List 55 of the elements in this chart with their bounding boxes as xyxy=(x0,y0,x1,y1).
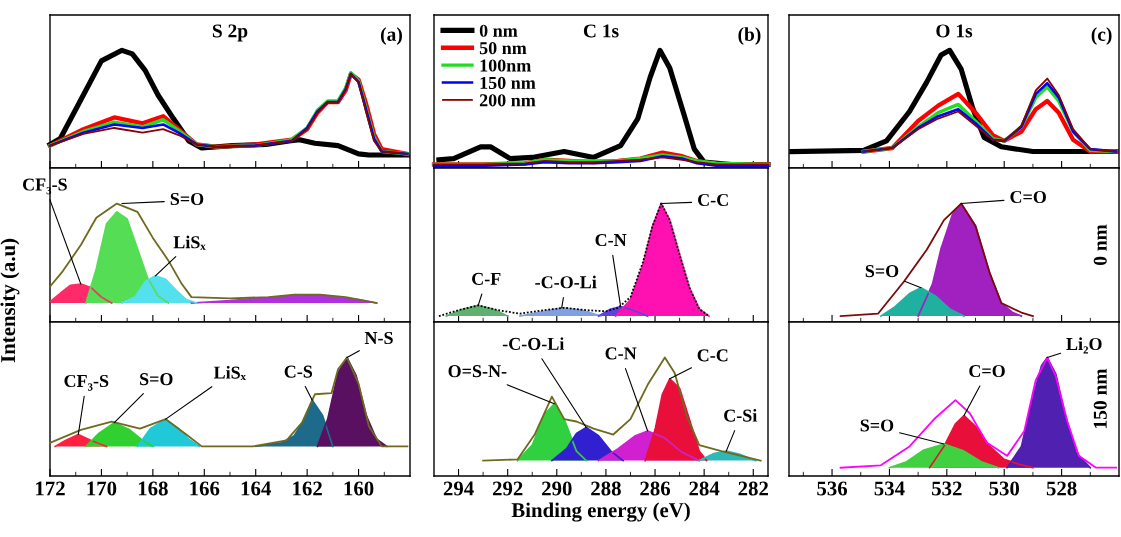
text: (b) xyxy=(738,27,761,45)
x-tick-label: 166 xyxy=(190,481,220,496)
chart-title: C 1s xyxy=(583,24,619,38)
x-tick-label: 528 xyxy=(1046,481,1077,496)
x-tick-label: 292 xyxy=(492,481,523,496)
annotation: CF₃-S xyxy=(64,374,109,391)
annotation: C-C xyxy=(698,193,728,207)
annotation: C-C xyxy=(697,349,728,362)
x-tick-label: 290 xyxy=(542,481,572,496)
x-tick-label: 160 xyxy=(344,481,374,496)
legend-label: 50 nm xyxy=(479,42,527,55)
legend-label: 200 nm xyxy=(479,94,536,107)
annotation: Li₂O xyxy=(1066,337,1102,354)
annotation: -C-O-Li xyxy=(535,275,597,289)
x-tick-label: 164 xyxy=(241,481,271,496)
annotation: LiSₓ xyxy=(213,365,246,381)
annotation: C=O xyxy=(1010,190,1046,204)
chart-title: S 2p xyxy=(212,24,248,42)
x-tick-label: 162 xyxy=(293,481,322,496)
x-axis-title: Binding energy (eV) xyxy=(511,502,690,522)
annotation: 0 nm xyxy=(1093,224,1107,266)
x-tick-label: 172 xyxy=(36,481,65,496)
annotation: S=O xyxy=(170,192,204,206)
annotation: C-F xyxy=(472,272,501,285)
x-tick-label: 288 xyxy=(591,481,621,496)
annotation: C-N xyxy=(605,347,637,360)
x-tick-label: 536 xyxy=(817,481,848,496)
legend-label: 150 nm xyxy=(480,76,536,90)
x-tick-label: 294 xyxy=(443,481,474,496)
annotation: -C-O-Li xyxy=(502,337,565,350)
x-tick-label: 534 xyxy=(874,481,905,496)
legend-label: 100nm xyxy=(480,59,531,72)
annotation: LiSₓ xyxy=(173,235,206,250)
annotation: S=O xyxy=(865,265,899,278)
annotation: C-S xyxy=(284,365,313,378)
x-tick-label: 170 xyxy=(87,481,117,496)
x-tick-label: 284 xyxy=(689,481,720,496)
legend-label: 0 nm xyxy=(479,24,518,37)
x-tick-label: 168 xyxy=(138,481,168,496)
x-tick-label: 530 xyxy=(989,481,1020,496)
annotation: O=S-N- xyxy=(448,365,507,378)
x-tick-label: 282 xyxy=(738,481,768,496)
y-axis-title: Intensity (a.u) xyxy=(0,238,20,363)
annotation: S=O xyxy=(860,419,894,432)
chart-title: O 1s xyxy=(936,24,973,38)
annotation: C-Si xyxy=(724,408,758,422)
annotation: N-S xyxy=(364,331,393,345)
x-tick-label: 286 xyxy=(640,481,671,496)
text: (a) xyxy=(380,27,402,45)
annotation: S=O xyxy=(140,373,173,386)
annotation: 150 nm xyxy=(1093,368,1107,428)
x-tick-label: 532 xyxy=(932,481,962,496)
annotation: C-N xyxy=(595,233,627,247)
text: (c) xyxy=(1091,27,1112,45)
annotation: C=O xyxy=(969,364,1005,378)
